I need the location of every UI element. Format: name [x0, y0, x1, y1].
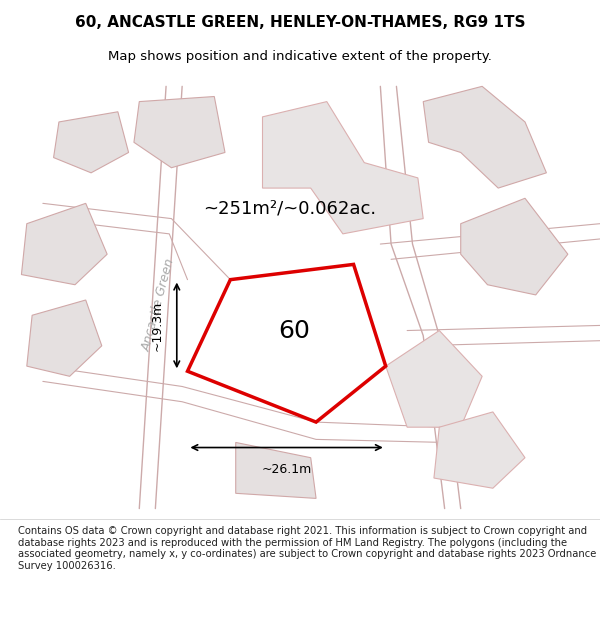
Polygon shape	[236, 442, 316, 498]
Polygon shape	[27, 300, 102, 376]
Text: Map shows position and indicative extent of the property.: Map shows position and indicative extent…	[108, 51, 492, 63]
Polygon shape	[53, 112, 128, 173]
Polygon shape	[22, 203, 107, 285]
Polygon shape	[263, 102, 423, 234]
Text: 60, ANCASTLE GREEN, HENLEY-ON-THAMES, RG9 1TS: 60, ANCASTLE GREEN, HENLEY-ON-THAMES, RG…	[75, 15, 525, 30]
Text: Ancastle Green: Ancastle Green	[140, 258, 177, 353]
Polygon shape	[461, 198, 568, 295]
Polygon shape	[386, 331, 482, 427]
Text: ~19.3m: ~19.3m	[151, 300, 164, 351]
Text: ~26.1m: ~26.1m	[262, 462, 312, 476]
Text: 60: 60	[279, 319, 311, 342]
Polygon shape	[434, 412, 525, 488]
Text: ~251m²/~0.062ac.: ~251m²/~0.062ac.	[203, 199, 376, 217]
Polygon shape	[187, 264, 386, 422]
Text: Contains OS data © Crown copyright and database right 2021. This information is : Contains OS data © Crown copyright and d…	[18, 526, 596, 571]
Polygon shape	[423, 86, 547, 188]
Polygon shape	[134, 96, 225, 168]
